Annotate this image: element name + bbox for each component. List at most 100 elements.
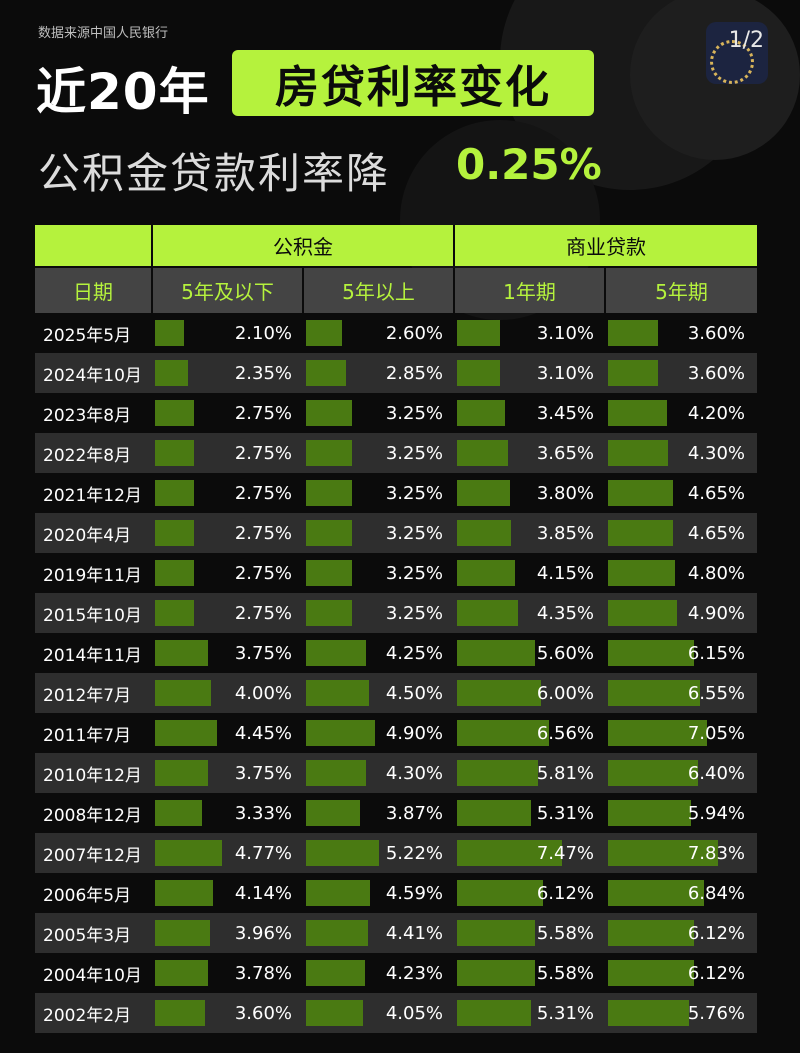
rate-bar: [306, 440, 352, 466]
rate-bar: [608, 400, 667, 426]
rate-cell: 4.50%: [304, 673, 455, 713]
rate-bar: [306, 760, 366, 786]
row-date: 2025年5月: [43, 325, 132, 346]
rate-cell: 4.00%: [153, 673, 304, 713]
rate-cell: 2.75%: [153, 593, 304, 633]
rate-bar: [155, 600, 194, 626]
rate-label: 4.90%: [385, 722, 443, 744]
rate-bar: [155, 760, 208, 786]
group-header-blank: [35, 225, 153, 266]
column-header: 1年期: [455, 268, 606, 313]
rate-cell: 5.58%: [455, 913, 606, 953]
table-group-header: 公积金 商业贷款: [35, 225, 757, 266]
row-date: 2020年4月: [43, 525, 132, 546]
rate-cell: 3.33%: [153, 793, 304, 833]
rate-cell: 6.15%: [606, 633, 757, 673]
rate-cell: 4.90%: [304, 713, 455, 753]
rate-label: 4.35%: [536, 602, 594, 624]
rate-bar: [457, 360, 500, 386]
group-header-housing-fund: 公积金: [153, 225, 455, 266]
rate-cell: 4.23%: [304, 953, 455, 993]
page-indicator[interactable]: 1/2: [706, 22, 768, 84]
rate-label: 3.25%: [385, 522, 443, 544]
rate-label: 4.05%: [385, 1002, 443, 1024]
table-row: 2006年5月 4.14% 4.59% 6.12% 6.84%: [35, 873, 757, 913]
rate-label: 4.45%: [234, 722, 292, 744]
rate-bar: [457, 440, 508, 466]
rate-cell: 4.80%: [606, 553, 757, 593]
rate-bar: [457, 400, 505, 426]
rate-bar: [155, 640, 208, 666]
rate-bar: [608, 640, 694, 666]
rate-bar: [608, 560, 675, 586]
rate-cell: 4.59%: [304, 873, 455, 913]
rate-label: 6.00%: [536, 682, 594, 704]
rate-label: 3.60%: [687, 322, 745, 344]
rate-cell: 5.94%: [606, 793, 757, 833]
rate-cell: 3.65%: [455, 433, 606, 473]
rate-label: 3.10%: [536, 362, 594, 384]
rate-cell: 4.90%: [606, 593, 757, 633]
table-row: 2002年2月 3.60% 4.05% 5.31% 5.76%: [35, 993, 757, 1033]
rate-label: 6.84%: [687, 882, 745, 904]
rate-label: 5.58%: [536, 962, 594, 984]
rate-cell: 6.55%: [606, 673, 757, 713]
rate-label: 2.75%: [234, 482, 292, 504]
rate-label: 6.40%: [687, 762, 745, 784]
rate-label: 2.75%: [234, 562, 292, 584]
rate-cell: 4.65%: [606, 473, 757, 513]
table-column-header: 日期 5年及以下 5年以上 1年期 5年期: [35, 268, 757, 313]
rate-bar: [306, 680, 369, 706]
rate-label: 4.30%: [687, 442, 745, 464]
rate-label: 6.12%: [687, 922, 745, 944]
rate-cell: 5.60%: [455, 633, 606, 673]
rate-bar: [608, 680, 700, 706]
rate-label: 2.75%: [234, 442, 292, 464]
rate-label: 6.12%: [687, 962, 745, 984]
rate-label: 3.96%: [234, 922, 292, 944]
rate-cell: 7.83%: [606, 833, 757, 873]
rate-label: 3.45%: [536, 402, 594, 424]
rate-bar: [306, 920, 368, 946]
rate-bar: [608, 880, 704, 906]
rate-label: 2.75%: [234, 402, 292, 424]
table-row: 2012年7月 4.00% 4.50% 6.00% 6.55%: [35, 673, 757, 713]
rate-cell: 2.75%: [153, 433, 304, 473]
rate-label: 5.31%: [536, 1002, 594, 1024]
rate-bar: [306, 880, 370, 906]
rate-cell: 4.77%: [153, 833, 304, 873]
rate-bar: [457, 760, 538, 786]
rate-bar: [457, 680, 541, 706]
rate-bar: [608, 320, 658, 346]
rate-bar: [608, 960, 694, 986]
rate-cell: 2.35%: [153, 353, 304, 393]
table-row: 2021年12月 2.75% 3.25% 3.80% 4.65%: [35, 473, 757, 513]
rate-cell: 3.75%: [153, 753, 304, 793]
rate-cell: 3.10%: [455, 353, 606, 393]
rate-cell: 5.31%: [455, 793, 606, 833]
page-title-highlight: 房贷利率变化: [232, 50, 594, 116]
rate-cell: 4.05%: [304, 993, 455, 1033]
row-date: 2005年3月: [43, 925, 132, 946]
rate-cell: 3.75%: [153, 633, 304, 673]
row-date: 2008年12月: [43, 805, 142, 826]
rate-cell: 4.30%: [606, 433, 757, 473]
table-row: 2022年8月 2.75% 3.25% 3.65% 4.30%: [35, 433, 757, 473]
rate-cell: 5.81%: [455, 753, 606, 793]
rate-bar: [457, 1000, 531, 1026]
row-date: 2019年11月: [43, 565, 142, 586]
row-date: 2004年10月: [43, 965, 142, 986]
page-title-prefix: 近20年: [36, 63, 210, 121]
rate-cell: 2.75%: [153, 513, 304, 553]
rate-bar: [155, 800, 202, 826]
rate-cell: 3.60%: [606, 313, 757, 353]
rate-label: 3.10%: [536, 322, 594, 344]
rate-cell: 6.12%: [606, 953, 757, 993]
rate-bar: [608, 440, 668, 466]
rate-cell: 2.75%: [153, 473, 304, 513]
rate-cell: 3.25%: [304, 393, 455, 433]
rate-cell: 4.65%: [606, 513, 757, 553]
rate-label: 5.58%: [536, 922, 594, 944]
rate-bar: [457, 560, 515, 586]
row-date: 2023年8月: [43, 405, 132, 426]
